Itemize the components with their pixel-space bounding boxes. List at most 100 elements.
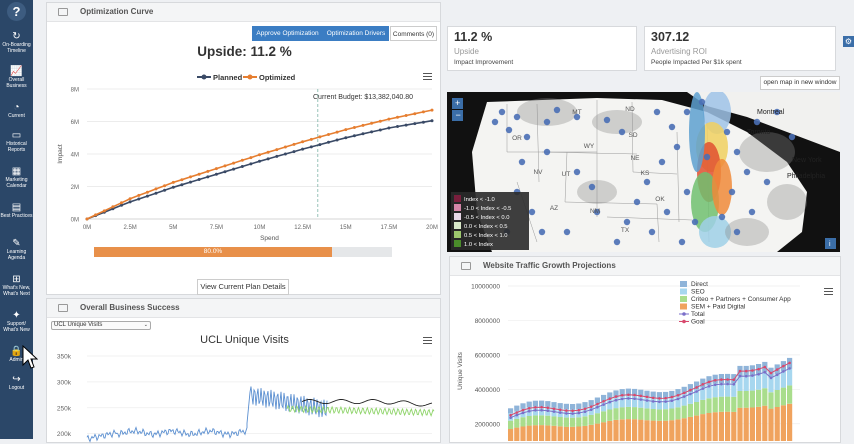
goal-point [658,397,661,400]
bar-segment [595,424,600,441]
history-series-line [87,387,327,442]
view-current-plan-button[interactable]: View Current Plan Details [197,279,289,295]
market-dot [574,169,580,175]
nav-item-overall-business[interactable]: 📈Overall Business [0,66,33,89]
total-point [516,414,519,417]
nav-item-historical-reports[interactable]: ▭Historical Reports [0,130,33,153]
market-dot [754,119,760,125]
legend-label: 0.0 < Index < 0.5 [464,224,508,230]
total-point [683,395,686,398]
legend-label: Direct [691,281,708,288]
state-label-nv: NV [533,169,543,176]
data-point-planned [267,157,270,160]
total-point [671,399,674,402]
total-point [695,390,698,393]
bar-segment [700,400,705,414]
x-tick-label: 5M [169,225,177,231]
bar-segment [694,402,699,416]
nav-item-onboarding[interactable]: ↻On-Boarding Timeline [0,31,33,54]
nav-item-whats-new[interactable]: ⊞What's New, What's Next [0,274,33,297]
goal-point [584,408,587,411]
market-dot [649,229,655,235]
kpi-upside-value: 11.2 % [454,30,492,44]
metric-select[interactable]: UCL Unique Visits ⌄ [51,321,151,330]
legend-label: Total [691,311,705,318]
bar-segment [533,415,538,425]
heat-region [577,180,617,204]
market-dot [749,209,755,215]
bar-segment [768,409,773,441]
y-tick-label: 8M [71,88,79,94]
data-point-optimized [387,118,390,121]
nav-item-best-practices[interactable]: ▤Best Practices [0,202,33,219]
market-dot [499,109,505,115]
bar-segment [725,412,730,441]
data-point-optimized [232,162,235,165]
total-point [652,400,655,403]
open-map-button[interactable]: open map in new window [760,76,840,90]
line-chart-icon: 📈 [0,66,33,77]
bar-segment [762,388,767,406]
total-point [733,383,736,386]
goal-point [714,379,717,382]
goal-point [646,396,649,399]
market-dot [644,179,650,185]
market-dot [604,117,610,123]
nav-item-support[interactable]: ✦Support/ What's New [0,310,33,333]
market-dot [659,159,665,165]
nav-item-current[interactable]: ◔Current [0,102,33,119]
bar-segment [570,418,575,427]
panel-title: Optimization Curve [80,7,153,16]
x-tick-label: 2.5M [123,225,136,231]
data-point-optimized [336,131,339,134]
legend-swatch [680,289,687,295]
approve-optimization-button[interactable]: Approve Optimization [252,26,323,41]
bar-segment [719,412,724,441]
settings-gear-icon[interactable]: ⚙ [843,36,854,47]
market-dot [669,124,675,130]
bar-segment [626,407,631,419]
nav-item-learning-agenda[interactable]: ✎Learning Agenda [0,238,33,261]
legend-label: Criteo + Partners + Consumer App [691,296,791,303]
nav-item-marketing-calendar[interactable]: ▦Marketing Calendar [0,166,33,189]
comments-button[interactable]: Comments (0) [390,26,437,41]
data-point-optimized [327,133,330,136]
data-point-planned [293,150,296,153]
bar-segment [787,385,792,403]
market-dot [539,229,545,235]
bar-segment [582,402,587,408]
us-heat-map[interactable]: MTNDSDORWYNENVUTKSAZNMOKTXMontrealToront… [447,92,840,252]
visits-chart-title: UCL Unique Visits [47,334,442,346]
bar-segment [750,391,755,408]
bar-segment [731,412,736,441]
x-tick-label: 17.5M [381,225,398,231]
data-point-optimized [94,213,97,216]
data-point-planned [163,189,166,192]
market-dot [654,109,660,115]
bar-segment [657,421,662,441]
legend-swatch [680,304,687,310]
optimization-drivers-button[interactable]: Optimization Drivers [323,26,389,41]
bar-segment [706,398,711,413]
goal-point [553,408,556,411]
visits-chart-menu-icon[interactable] [423,337,432,344]
y-tick-label: 6000000 [475,352,501,359]
goal-point [745,370,748,373]
state-label-ut: UT [562,171,571,178]
optimization-plot-area: 0M2M4M6M8M0M2.5M5M7.5M10M12.5M15M17.5M20… [57,88,438,243]
progress-track: 80.0% [94,247,392,257]
goal-point [683,392,686,395]
bar-segment [787,404,792,441]
nav-item-logout[interactable]: ↪Logout [0,374,33,391]
legend-marker [682,312,686,316]
bar-segment [737,408,742,441]
image-icon [58,8,68,16]
bar-segment [508,429,513,441]
goal-point [788,362,791,365]
total-point [596,406,599,409]
goal-point [720,378,723,381]
bar-segment [663,421,668,441]
y-tick-label: 200k [57,431,72,438]
data-point-planned [405,124,408,127]
app-logo[interactable]: ? [7,2,26,21]
